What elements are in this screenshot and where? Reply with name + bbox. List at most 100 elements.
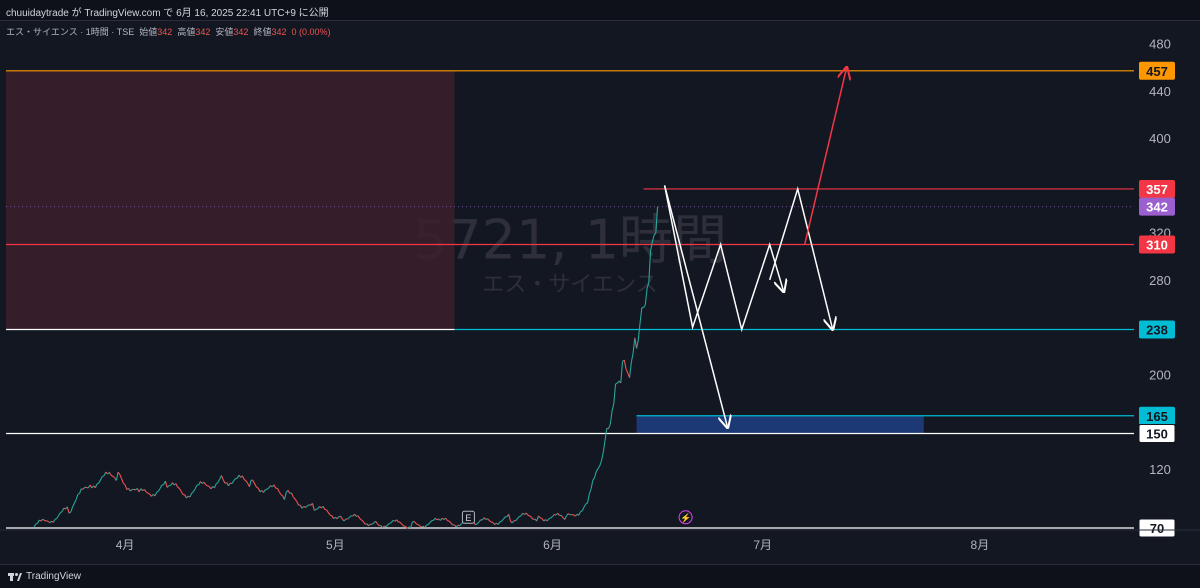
y-tick-label: 120 [1149,462,1171,477]
ohlc-legend: エス・サイエンス · 1時間 · TSE 始値342 高値342 安値342 終… [6,25,331,38]
price-segment [386,525,388,527]
price-segment [288,490,290,493]
price-segment [284,492,286,499]
close-label: 終値 [253,27,271,37]
price-segment [523,513,525,514]
tradingview-logo[interactable]: TradingView [8,571,81,582]
price-segment [265,489,267,490]
price-segment [83,487,85,489]
price-segment [249,480,251,487]
price-segment [372,523,374,525]
x-tick-label: 7月 [753,538,772,552]
dividend-marker-label: ⚡ [680,512,691,524]
price-segment [517,517,519,519]
price-segment [402,524,404,526]
price-segment [218,479,220,482]
price-segment [428,523,430,525]
price-segment [281,495,283,496]
price-segment [484,518,486,520]
open-value: 342 [157,27,172,37]
price-segment [71,507,73,512]
price-segment [369,524,371,526]
price-segment [34,524,36,527]
price-segment [596,469,598,472]
publish-header: chuuidaytrade が TradingView.com で 6月 16,… [0,0,1200,21]
symbol-info[interactable]: エス・サイエンス · 1時間 · TSE [6,27,134,37]
price-segment [102,476,104,477]
price-segment [593,478,595,481]
price-segment [292,493,294,497]
price-segment [605,428,607,440]
price-segment [181,491,183,494]
price-segment [323,506,325,509]
price-segment [186,496,188,498]
price-segment [274,485,276,488]
price-segment [360,519,362,520]
price-segment [377,524,379,526]
x-tick-label: 5月 [326,538,345,552]
price-segment [123,483,125,484]
price-segment [277,488,279,491]
price-segment [313,503,315,510]
price-segment [635,338,637,349]
price-label-70: 70 [1150,521,1164,536]
price-segment [626,369,628,373]
price-segment [97,483,99,484]
price-segment [595,472,597,478]
price-segment [440,518,442,520]
price-segment [279,492,281,495]
price-segment [74,500,76,504]
price-segment [251,480,253,481]
tradingview-icon [8,572,22,582]
price-segment [586,503,588,504]
price-segment [190,493,192,497]
price-segment [348,518,350,520]
price-segment [630,362,632,377]
price-segment [575,514,577,516]
price-segment [306,506,308,508]
price-segment [531,517,533,519]
price-segment [376,521,378,523]
open-label: 始値 [139,27,157,37]
price-segment [76,495,78,500]
scenario-arrow-3 [805,67,847,244]
price-segment [244,480,246,481]
price-segment [414,521,416,523]
price-segment [295,499,297,501]
price-segment [120,474,122,478]
price-segment [228,483,230,486]
price-segment [616,383,618,384]
price-label-457: 457 [1146,64,1168,79]
price-segment [195,485,197,489]
price-segment [558,513,560,515]
price-segment [176,484,178,488]
low-label: 安値 [215,27,233,37]
price-segment [598,466,600,469]
price-segment [540,518,542,519]
price-label-342: 342 [1146,200,1168,215]
price-segment [528,515,530,516]
price-segment [122,479,124,484]
y-tick-label: 280 [1149,273,1171,288]
price-segment [644,305,646,308]
price-label-165: 165 [1146,409,1168,424]
price-segment [157,491,159,492]
price-segment [489,521,491,522]
price-segment [73,503,75,507]
price-segment [200,481,202,483]
price-segment [270,486,272,487]
price-segment [221,475,223,479]
price-segment [363,522,365,525]
publish-info: chuuidaytrade が TradingView.com で 6月 16,… [6,4,329,19]
price-segment [320,507,322,508]
price-segment [246,481,248,484]
price-segment [502,519,504,521]
price-segment [258,488,260,492]
price-segment [526,513,528,515]
price-segment [349,516,351,518]
zone-1 [637,416,924,434]
price-segment [624,360,626,369]
price-segment [143,489,145,490]
price-segment [267,488,269,489]
